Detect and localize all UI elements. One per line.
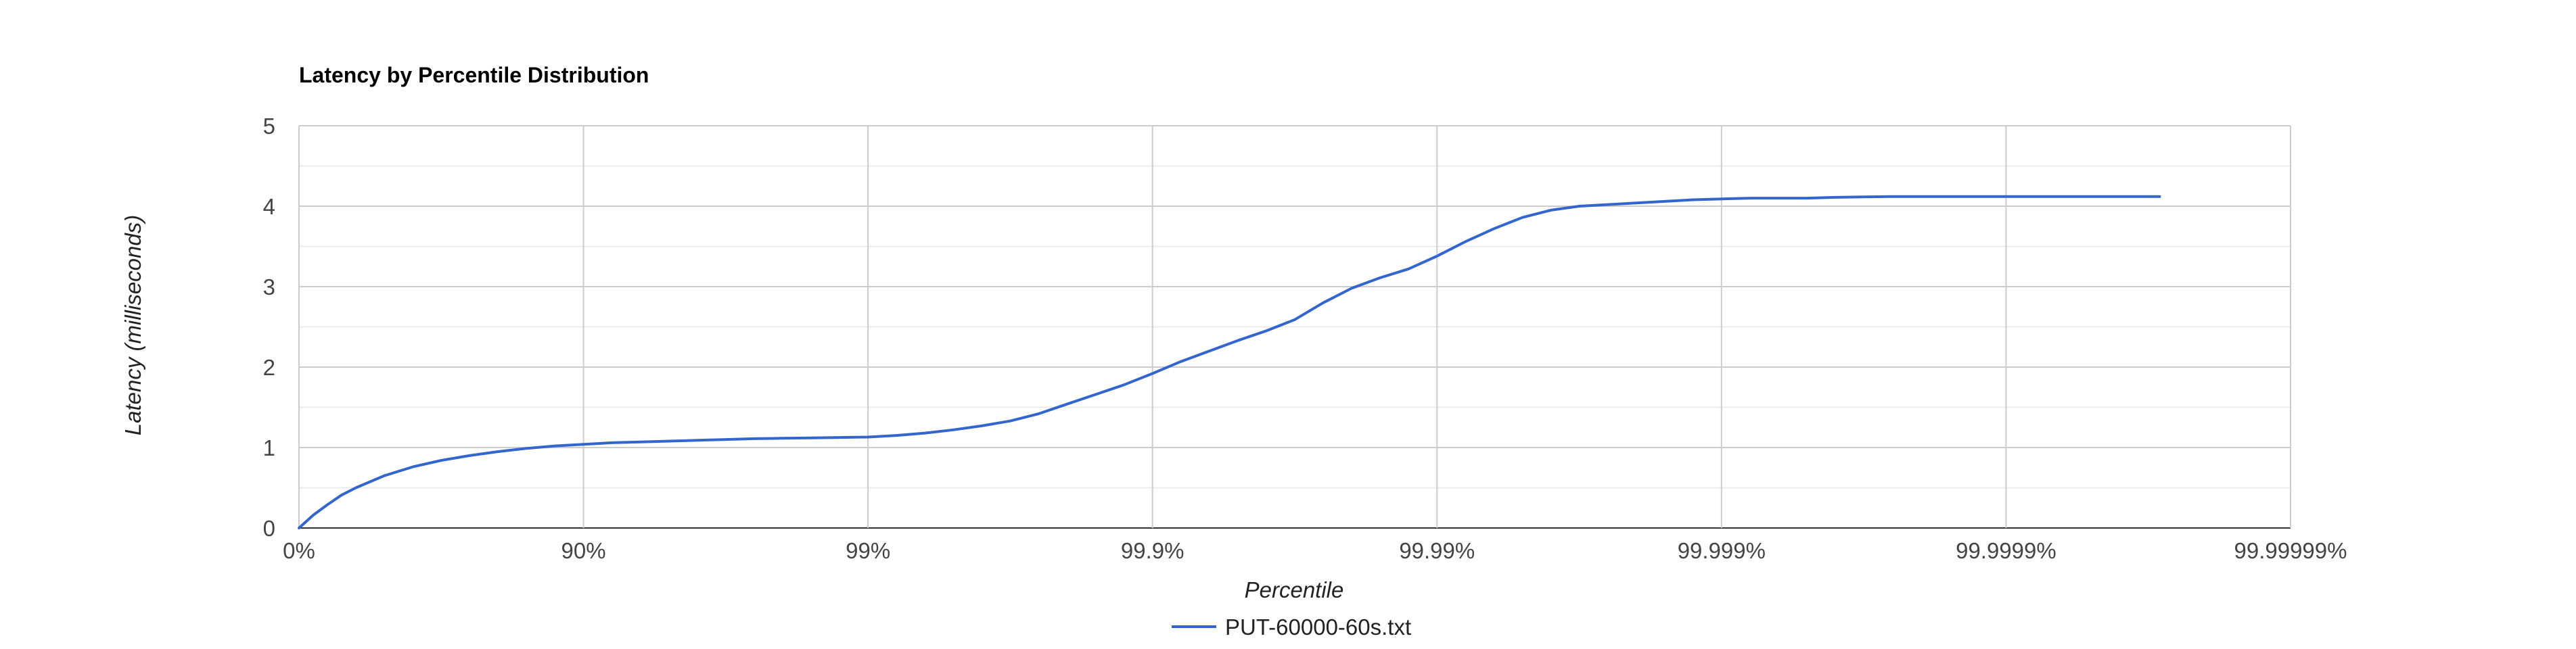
x-tick-label-99-9999: 99.9999% xyxy=(1956,538,2056,563)
y-tick-label-3: 3 xyxy=(263,274,275,299)
legend-label-put-60000-60s: PUT-60000-60s.txt xyxy=(1225,615,1411,640)
grid-layer xyxy=(298,125,2291,529)
tick-labels: 0 1 2 3 4 5 0% 90% 99% 99.9% 99.99% 99.999% 99.9999%… xyxy=(263,114,2347,563)
x-tick-label-99-99999: 99.99999% xyxy=(2234,538,2347,563)
legend: PUT-60000-60s.txt xyxy=(1172,615,1411,640)
x-axis-title: Percentile xyxy=(1245,577,1344,602)
series-line-put-60000-60s-txt xyxy=(298,195,2161,529)
x-tick-label-99: 99% xyxy=(846,538,890,563)
x-tick-label-99-9: 99.9% xyxy=(1121,538,1184,563)
y-tick-label-5: 5 xyxy=(263,114,275,139)
series-layer xyxy=(298,195,2161,529)
x-tick-label-0: 0% xyxy=(283,538,315,563)
y-tick-label-4: 4 xyxy=(263,194,275,219)
x-tick-label-90: 90% xyxy=(561,538,606,563)
y-axis-title: Latency (milliseconds) xyxy=(120,215,145,435)
x-tick-label-99-99: 99.99% xyxy=(1399,538,1475,563)
y-tick-label-2: 2 xyxy=(263,355,275,380)
y-tick-label-1: 1 xyxy=(263,435,275,460)
x-tick-label-99-999: 99.999% xyxy=(1678,538,1766,563)
y-tick-label-0: 0 xyxy=(263,516,275,541)
chart-title: Latency by Percentile Distribution xyxy=(299,63,649,87)
